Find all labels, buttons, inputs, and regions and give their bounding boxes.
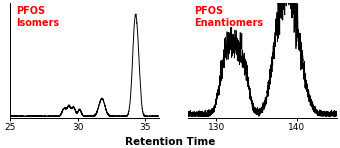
Text: PFOS
Isomers: PFOS Isomers xyxy=(16,6,59,28)
Text: Retention Time: Retention Time xyxy=(125,136,215,147)
Text: PFOS
Enantiomers: PFOS Enantiomers xyxy=(194,6,263,28)
